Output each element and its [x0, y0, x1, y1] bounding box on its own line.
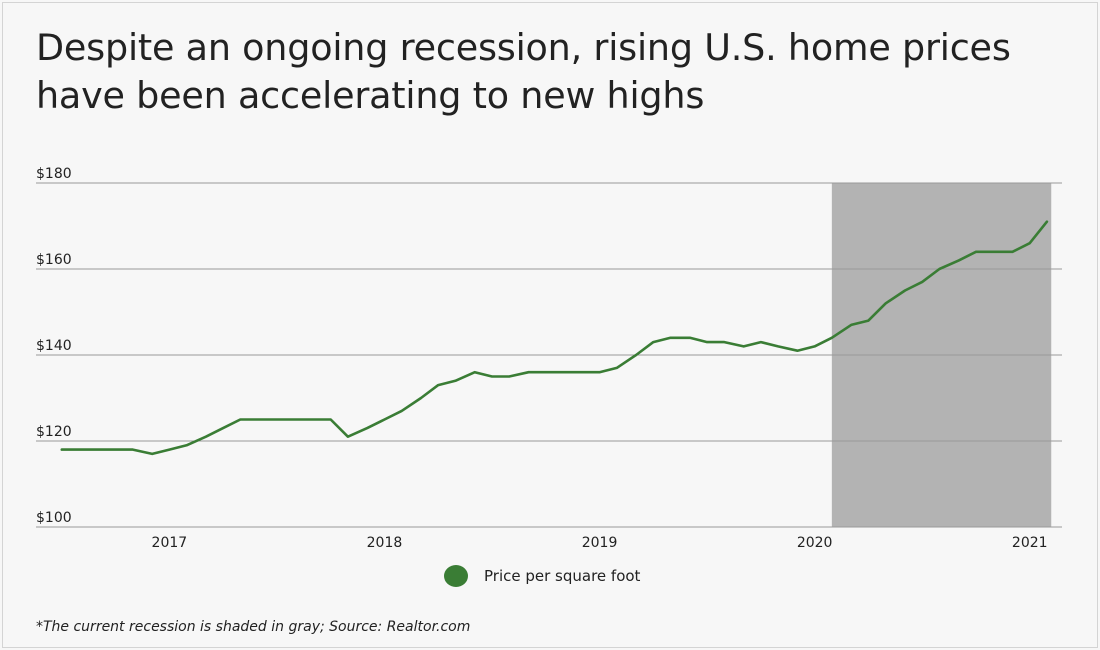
gridlines	[36, 182, 1062, 528]
legend-label-price-per-square-foot: Price per square foot	[484, 567, 641, 585]
y-tick-label-180: $180	[36, 166, 72, 182]
legend-swatch-price-per-square-foot	[444, 565, 468, 587]
y-tick-label-120: $120	[36, 424, 72, 440]
y-tick-label-140: $140	[36, 338, 72, 354]
chart-title-line-1: Despite an ongoing recession, rising U.S…	[36, 26, 1011, 69]
chart-title: Despite an ongoing recession, rising U.S…	[36, 24, 1086, 120]
x-tick-label-2019: 2019	[582, 535, 618, 551]
y-tick-label-160: $160	[36, 252, 72, 268]
x-tick-label-2017: 2017	[152, 535, 188, 551]
x-tick-label-2021: 2021	[1012, 535, 1048, 551]
y-axis-labels: $100 $120 $140 $160 $180	[36, 166, 72, 526]
x-tick-label-2018: 2018	[367, 535, 403, 551]
chart-title-line-2: have been accelerating to new highs	[36, 74, 705, 117]
legend: Price per square foot	[444, 565, 640, 587]
series-line-price-per-square-foot	[60, 220, 1049, 456]
y-tick-label-100: $100	[36, 510, 72, 526]
source-footnote: *The current recession is shaded in gray…	[36, 619, 471, 635]
x-axis-labels: 2017 2018 2019 2020 2021	[152, 535, 1048, 551]
x-tick-label-2020: 2020	[797, 535, 833, 551]
series-layer	[60, 220, 1049, 456]
